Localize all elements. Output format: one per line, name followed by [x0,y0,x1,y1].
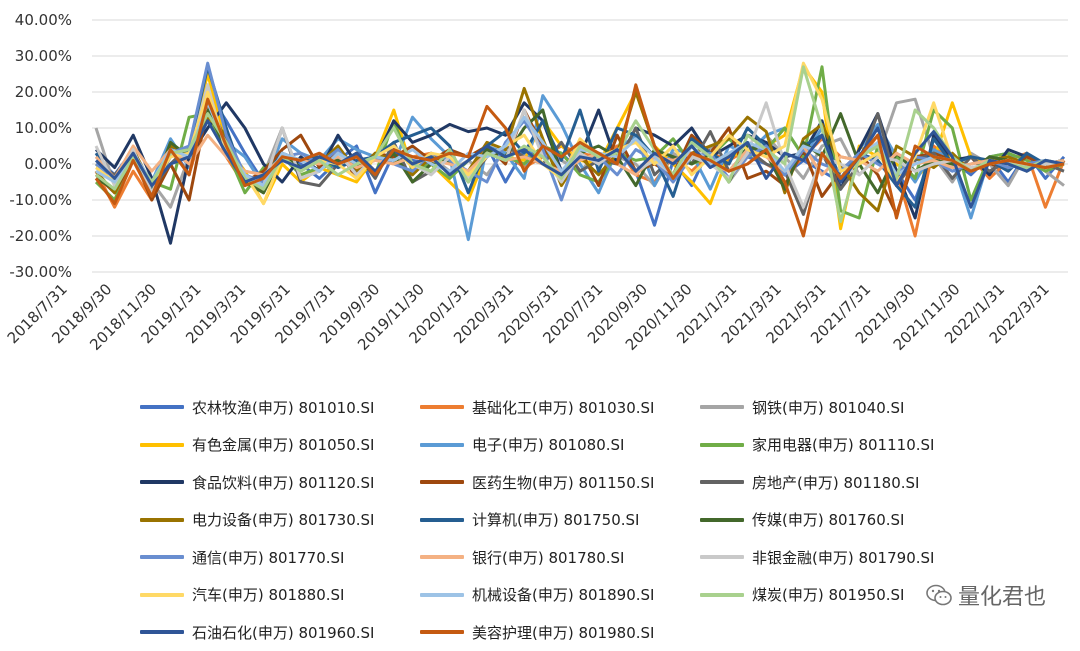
legend-item: 基础化工(申万) 801030.SI [420,392,654,422]
legend-swatch [420,517,464,522]
legend-label: 美容护理(申万) 801980.SI [472,623,655,642]
legend-swatch [420,555,464,559]
legend-label: 农林牧渔(申万) 801010.SI [192,398,375,417]
y-tick-label: -10.00% [9,191,72,209]
legend-item: 通信(申万) 801770.SI [140,542,344,572]
legend-label: 计算机(申万) 801750.SI [472,511,640,529]
legend-swatch [700,480,744,484]
legend-label: 医药生物(申万) 801150.SI [472,473,655,492]
legend-swatch [140,592,184,597]
legend-swatch [700,592,744,597]
legend-swatch [700,405,744,409]
legend-item: 银行(申万) 801780.SI [420,542,624,572]
legend-label: 房地产(申万) 801180.SI [752,473,920,492]
legend-label: 家用电器(申万) 801110.SI [752,436,935,454]
legend-item: 石油石化(申万) 801960.SI [140,617,374,647]
y-tick-label: 0.00% [24,155,72,173]
legend-label: 传媒(申万) 801760.SI [752,511,905,529]
series-line-19 [94,83,1065,238]
legend-item: 非银金融(申万) 801790.SI [700,542,934,572]
line-chart: 40.00% 30.00% 20.00% 10.00% 0.00% -10.00% -20.… [4,11,1068,354]
legend-item: 有色金属(申万) 801050.SI [140,430,374,460]
y-tick-label: 10.00% [15,119,72,137]
legend-swatch [420,630,464,634]
legend-swatch [700,555,744,559]
x-axis: 2018/7/312018/9/302018/11/302019/1/31201… [4,280,1053,354]
watermark: 量化君也 [921,579,1050,611]
legend-label: 非银金融(申万) 801790.SI [752,548,935,567]
legend-label: 通信(申万) 801770.SI [192,548,345,567]
legend-swatch [420,405,464,409]
legend-item: 美容护理(申万) 801980.SI [420,617,654,647]
legend-label: 银行(申万) 801780.SI [472,548,625,567]
legend-swatch [420,592,464,597]
y-tick-label: -30.00% [9,263,72,281]
legend-label: 钢铁(申万) 801040.SI [752,398,905,417]
legend-label: 煤炭(申万) 801950.SI [752,586,905,604]
y-tick-label: 40.00% [15,11,72,29]
legend-item: 农林牧渔(申万) 801010.SI [140,392,374,422]
y-tick-label: 30.00% [15,47,72,65]
watermark-text: 量化君也 [957,585,1046,610]
legend-item: 机械设备(申万) 801890.SI [420,580,654,610]
legend-item: 医药生物(申万) 801150.SI [420,467,654,497]
legend-label: 有色金属(申万) 801050.SI [192,436,375,454]
legend-item: 煤炭(申万) 801950.SI [700,580,904,610]
legend-item: 钢铁(申万) 801040.SI [700,392,904,422]
legend-item: 电力设备(申万) 801730.SI [140,505,374,535]
legend-item: 房地产(申万) 801180.SI [700,467,919,497]
legend-item: 传媒(申万) 801760.SI [700,505,904,535]
legend-swatch [140,480,184,484]
legend-label: 机械设备(申万) 801890.SI [472,586,655,604]
legend-label: 电子(申万) 801080.SI [472,436,625,454]
legend-label: 食品饮料(申万) 801120.SI [192,473,375,492]
series-lines [94,61,1066,245]
legend-swatch [140,405,184,409]
series-line-17 [95,65,1065,224]
legend-swatch [140,442,184,447]
legend-swatch [420,442,464,447]
legend-swatch [700,442,744,447]
legend-swatch [700,517,744,522]
legend-label: 电力设备(申万) 801730.SI [192,511,375,529]
legend-swatch [420,480,464,484]
legend-swatch [140,555,184,559]
legend-item: 电子(申万) 801080.SI [420,430,624,460]
legend-label: 石油石化(申万) 801960.SI [192,623,375,642]
legend-label: 汽车(申万) 801880.SI [192,586,345,604]
legend-item: 家用电器(申万) 801110.SI [700,430,934,460]
y-axis: 40.00% 30.00% 20.00% 10.00% 0.00% -10.00% -20.… [9,11,72,281]
legend-swatch [140,630,184,634]
legend-item: 计算机(申万) 801750.SI [420,505,639,535]
y-tick-label: -20.00% [9,227,72,245]
legend-swatch [140,517,184,522]
wechat-icon [926,584,952,606]
y-tick-label: 20.00% [15,83,72,101]
legend-item: 汽车(申万) 801880.SI [140,580,344,610]
legend-label: 基础化工(申万) 801030.SI [472,398,655,417]
series-line-18 [94,119,1065,209]
legend-item: 食品饮料(申万) 801120.SI [140,467,374,497]
